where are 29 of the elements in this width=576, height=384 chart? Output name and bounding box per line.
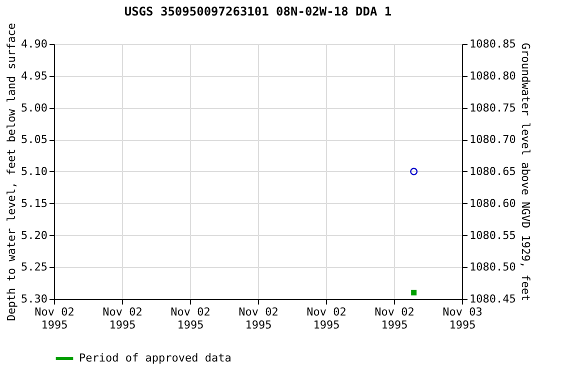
y-tick-label: 5.05 <box>21 133 48 146</box>
y2-axis-title: Groundwater level above NGVD 1929, feet <box>518 42 532 302</box>
x-tick-label: Nov 02 1995 <box>102 306 142 332</box>
y2-tick-label: 1080.75 <box>470 101 516 114</box>
y-axis-title: Depth to water level, feet below land surface <box>5 22 18 322</box>
y2-tick-label: 1080.55 <box>470 228 516 242</box>
y2-tick-label: 1080.80 <box>470 69 516 82</box>
y2-tick-label: 1080.85 <box>470 38 516 50</box>
x-tick-label: Nov 02 1995 <box>306 306 346 332</box>
y2-tick-label: 1080.50 <box>470 260 516 274</box>
y-tick-label: 5.30 <box>21 292 48 306</box>
x-tick-label: Nov 03 1995 <box>442 306 482 332</box>
y2-tick-label: 1080.65 <box>470 165 516 178</box>
legend-label: Period of approved data <box>79 352 232 364</box>
x-tick-label: Nov 02 1995 <box>34 306 74 332</box>
y2-tick-label: 1080.60 <box>470 196 516 210</box>
y-tick-label: 4.95 <box>21 69 48 82</box>
y2-tick-label: 1080.70 <box>470 133 516 146</box>
y-tick-label: 5.10 <box>21 165 48 178</box>
y-tick-label: 5.00 <box>21 101 48 114</box>
y2-tick-label: 1080.45 <box>470 292 516 306</box>
x-tick-label: Nov 02 1995 <box>238 306 278 332</box>
y-tick-label: 5.20 <box>21 228 48 242</box>
chart-title: USGS 350950097263101 08N-02W-18 DDA 1 <box>124 4 392 18</box>
y-tick-label: 5.25 <box>21 260 48 274</box>
x-tick-label: Nov 02 1995 <box>170 306 210 332</box>
y-tick-label: 4.90 <box>21 38 48 50</box>
y-tick-label: 5.15 <box>21 196 48 210</box>
x-tick-label: Nov 02 1995 <box>374 306 414 332</box>
